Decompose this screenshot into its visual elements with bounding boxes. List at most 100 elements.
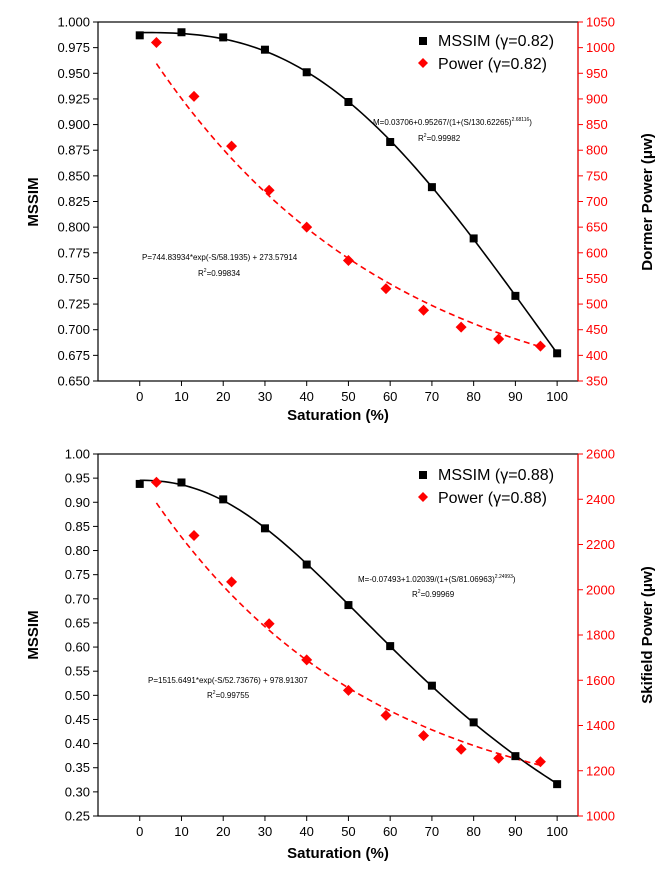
right-axis-ticks: 1000 1200 1400 1600 1800 2000 2200 2400 2600 bbox=[578, 447, 615, 824]
mssim-point bbox=[344, 98, 353, 107]
y-tick-label-left: 0.800 bbox=[57, 220, 90, 235]
x-tick-label: 50 bbox=[341, 824, 355, 839]
y-tick-label-left: 0.750 bbox=[57, 271, 90, 286]
x-tick-label: 70 bbox=[425, 824, 439, 839]
y-tick-label-left: 0.700 bbox=[57, 322, 90, 337]
power-point bbox=[493, 752, 505, 764]
x-tick-label: 90 bbox=[508, 824, 522, 839]
plot-frame bbox=[97, 21, 579, 382]
y-tick-label-right: 2000 bbox=[586, 582, 615, 597]
left-axis-title: MSSIM bbox=[25, 177, 42, 226]
right-axis-title: Skifield Power (μw) bbox=[639, 566, 656, 704]
x-tick-label: 30 bbox=[258, 389, 272, 404]
power-point bbox=[534, 756, 546, 768]
x-tick-label: 50 bbox=[341, 389, 355, 404]
mssim-point bbox=[386, 642, 395, 651]
mssim-point bbox=[219, 33, 228, 42]
right-axis-title: Dormer Power (μw) bbox=[639, 133, 656, 271]
x-axis-ticks: 0 10 20 30 40 50 60 70 80 90 100 bbox=[136, 816, 568, 839]
y-tick-label-left: 0.80 bbox=[65, 543, 90, 558]
right-axis-ticks: 350 400 450 500 550 600 650 700 750 800 850 900 950 1… bbox=[578, 15, 615, 389]
mssim-point bbox=[135, 31, 144, 40]
y-tick-label-right: 400 bbox=[586, 348, 608, 363]
power-point bbox=[150, 476, 162, 488]
x-tick-label: 70 bbox=[425, 389, 439, 404]
mssim-point bbox=[177, 478, 186, 487]
mssim-point bbox=[260, 45, 269, 54]
power-fit-curve bbox=[155, 502, 541, 767]
y-tick-label-left: 0.60 bbox=[65, 640, 90, 655]
y-tick-label-right: 1400 bbox=[586, 718, 615, 733]
y-tick-label-right: 950 bbox=[586, 66, 608, 81]
y-tick-label-left: 0.875 bbox=[57, 143, 90, 158]
y-tick-label-right: 2600 bbox=[586, 447, 615, 462]
power-point bbox=[263, 184, 275, 196]
mssim-point bbox=[260, 524, 269, 533]
y-tick-label-left: 0.950 bbox=[57, 66, 90, 81]
mssim-fit-r2: R2=0.99982 bbox=[418, 133, 461, 143]
y-tick-label-left: 0.775 bbox=[57, 245, 90, 260]
y-tick-label-right: 1800 bbox=[586, 628, 615, 643]
mssim-fit-r2: R2=0.99969 bbox=[412, 589, 455, 599]
y-tick-label-right: 750 bbox=[586, 168, 608, 183]
plot-frame bbox=[97, 453, 579, 817]
x-tick-label: 40 bbox=[299, 389, 313, 404]
x-tick-label: 10 bbox=[174, 824, 188, 839]
left-axis-title: MSSIM bbox=[25, 610, 42, 659]
y-tick-label-left: 0.900 bbox=[57, 117, 90, 132]
y-tick-label-left: 0.65 bbox=[65, 615, 90, 630]
legend-mssim-marker bbox=[419, 37, 427, 45]
x-axis-title: Saturation (%) bbox=[287, 407, 389, 424]
mssim-point bbox=[135, 479, 144, 488]
y-tick-label-right: 2400 bbox=[586, 492, 615, 507]
fit-curves bbox=[139, 31, 558, 354]
legend: MSSIM (γ=0.82) Power (γ=0.82) bbox=[418, 33, 554, 73]
y-tick-label-right: 800 bbox=[586, 143, 608, 158]
legend-power-marker bbox=[418, 492, 428, 502]
y-tick-label-left: 0.725 bbox=[57, 297, 90, 312]
power-point bbox=[455, 743, 467, 755]
data-marks bbox=[135, 476, 562, 789]
y-tick-label-right: 1050 bbox=[586, 15, 615, 30]
y-tick-label-left: 0.90 bbox=[65, 495, 90, 510]
mssim-point bbox=[553, 780, 562, 789]
y-tick-label-right: 900 bbox=[586, 91, 608, 106]
legend-power-marker bbox=[418, 58, 428, 68]
x-tick-label: 60 bbox=[383, 824, 397, 839]
y-tick-label-left: 0.975 bbox=[57, 40, 90, 55]
y-tick-label-left: 0.70 bbox=[65, 591, 90, 606]
power-point bbox=[455, 321, 467, 333]
y-tick-label-right: 1000 bbox=[586, 40, 615, 55]
mssim-point bbox=[302, 68, 311, 77]
x-tick-label: 0 bbox=[136, 389, 143, 404]
mssim-point bbox=[302, 560, 311, 569]
power-point bbox=[301, 654, 313, 666]
power-point bbox=[188, 90, 200, 102]
y-tick-label-left: 0.85 bbox=[65, 519, 90, 534]
y-tick-label-left: 0.45 bbox=[65, 712, 90, 727]
x-axis-ticks: 0 10 20 30 40 50 60 70 80 90 100 bbox=[136, 381, 568, 404]
power-point bbox=[534, 340, 546, 352]
mssim-point bbox=[469, 234, 478, 243]
left-axis-ticks: 0.25 0.30 0.35 0.40 0.45 0.50 0.55 0.60 0.65 0.70… bbox=[65, 447, 98, 824]
y-tick-label-right: 2200 bbox=[586, 537, 615, 552]
legend-power-label: Power (γ=0.88) bbox=[438, 490, 547, 507]
x-tick-label: 30 bbox=[258, 824, 272, 839]
mssim-fit-curve bbox=[139, 31, 558, 354]
y-tick-label-right: 350 bbox=[586, 374, 608, 389]
power-point bbox=[226, 576, 238, 588]
power-point bbox=[226, 140, 238, 152]
left-axis-ticks: 0.650 0.675 0.700 0.725 0.750 0.775 0.800 0.825… bbox=[57, 15, 98, 389]
y-tick-label-left: 1.00 bbox=[65, 447, 90, 462]
power-point bbox=[418, 304, 430, 316]
x-tick-label: 100 bbox=[546, 389, 568, 404]
y-tick-label-left: 0.675 bbox=[57, 348, 90, 363]
power-point bbox=[380, 283, 392, 295]
power-point bbox=[342, 254, 354, 266]
mssim-point bbox=[427, 681, 436, 690]
y-tick-label-right: 850 bbox=[586, 117, 608, 132]
x-tick-label: 90 bbox=[508, 389, 522, 404]
y-tick-label-left: 1.000 bbox=[57, 15, 90, 30]
power-fit-r2: R2=0.99755 bbox=[207, 690, 250, 700]
mssim-point bbox=[427, 183, 436, 192]
